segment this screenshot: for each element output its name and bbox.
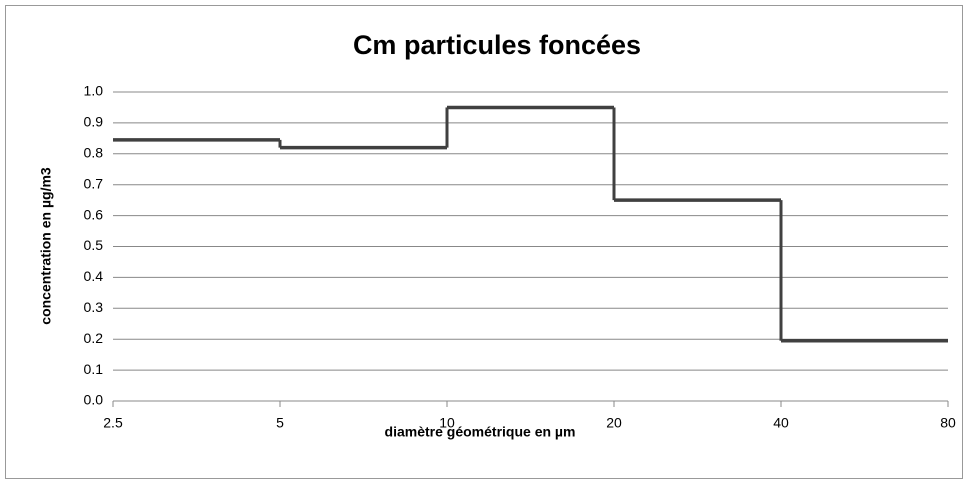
y-tick-label: 0.3 — [84, 299, 104, 315]
y-tick-label: 0.0 — [84, 392, 104, 408]
y-tick-label: 0.5 — [84, 237, 104, 253]
y-tick-label: 0.1 — [84, 361, 104, 377]
y-axis-title: concentration en µg/m3 — [38, 167, 54, 325]
y-tick-label: 0.2 — [84, 330, 104, 346]
y-tick-label: 1.0 — [84, 83, 104, 99]
y-tick-label: 0.4 — [84, 268, 104, 284]
x-axis-title: diamètre géométrique en µm — [385, 424, 576, 440]
x-tick-label: 80 — [940, 415, 956, 431]
x-tick-label: 5 — [276, 415, 284, 431]
y-tick-label: 0.9 — [84, 114, 104, 130]
y-tick-label: 0.7 — [84, 175, 104, 191]
x-tick-label: 20 — [606, 415, 622, 431]
chart-title: Cm particules foncées — [353, 30, 641, 60]
x-tick-label: 10 — [439, 415, 455, 431]
x-tick-label: 2.5 — [103, 415, 123, 431]
y-tick-label: 0.6 — [84, 206, 104, 222]
chart-border — [5, 5, 963, 479]
y-tick-label: 0.8 — [84, 145, 104, 161]
x-tick-label: 40 — [773, 415, 789, 431]
